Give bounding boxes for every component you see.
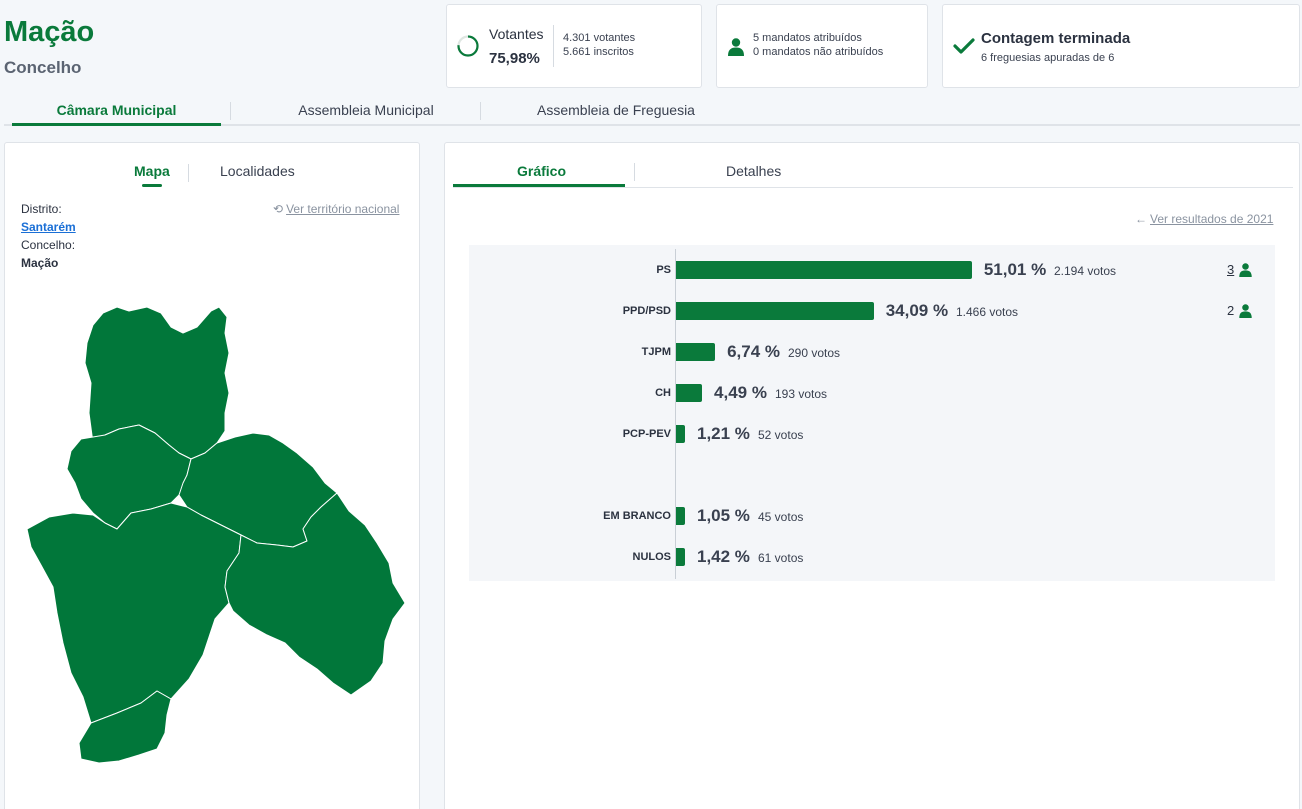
tab-divider [188, 164, 189, 182]
tab-localidades[interactable]: Localidades [220, 163, 295, 179]
inscritos-count: 5.661 inscritos [563, 46, 634, 58]
tab-baseline [453, 187, 1293, 188]
result-pct: 1,05 % [697, 506, 750, 525]
mandatos-card: 5 mandatos atribuídos 0 mandatos não atr… [716, 4, 928, 88]
result-bar[interactable] [676, 261, 972, 279]
undo-icon: ⟲ [273, 202, 284, 216]
result-bar[interactable] [676, 343, 716, 361]
tab-divider [230, 102, 231, 120]
distrito-label: Distrito: [21, 202, 62, 216]
votantes-card: Votantes 75,98% 4.301 votantes 5.661 ins… [446, 4, 702, 88]
check-icon [953, 38, 975, 54]
concelho-map[interactable] [21, 303, 411, 773]
party-label: PPD/PSD [622, 305, 671, 317]
result-pct: 4,49 % [714, 383, 767, 402]
party-label: PCP-PEV [622, 428, 671, 440]
result-votes: 1.466 votos [956, 305, 1019, 319]
tab-mapa[interactable]: Mapa [134, 163, 170, 179]
result-bar[interactable] [676, 425, 685, 443]
result-pct: 34,09 % [885, 301, 949, 320]
votantes-count: 4.301 votantes [563, 32, 636, 44]
party-label: TJPM [641, 346, 671, 358]
mandatos-nao-atribuidos: 0 mandatos não atribuídos [753, 46, 884, 58]
tab-assembleia-municipal[interactable]: Assembleia Municipal [298, 102, 434, 118]
party-label: NULOS [632, 551, 672, 563]
result-bar[interactable] [676, 302, 874, 320]
page-subtitle: Concelho [4, 58, 82, 77]
result-pct: 51,01 % [983, 260, 1047, 279]
arrow-left-icon: ← [1135, 212, 1147, 226]
map-parish-southwest[interactable] [26, 502, 242, 724]
person-icon [1239, 304, 1252, 318]
results-panel: Gráfico Detalhes ← Ver resultados de 2021… [444, 142, 1300, 809]
mandates-count: 2 [1227, 303, 1235, 318]
chart-axis [675, 249, 676, 579]
contagem-card: Contagem terminada 6 freguesias apuradas… [942, 4, 1300, 88]
result-votes: 61 votos [758, 551, 804, 565]
mandatos-atribuidos: 5 mandatos atribuídos [753, 32, 862, 44]
tab-divider [634, 163, 635, 181]
active-subtab-indicator [453, 184, 625, 187]
result-bar[interactable] [676, 384, 703, 402]
progress-ring-icon [457, 35, 479, 57]
main-tabs: Câmara Municipal Assembleia Municipal As… [4, 96, 1300, 126]
result-votes: 45 votos [758, 510, 804, 524]
divider [553, 25, 554, 67]
votantes-pct: 75,98% [489, 50, 540, 67]
map-panel: Mapa Localidades Distrito: Santarém Conc… [4, 142, 420, 809]
result-pct: 1,21 % [697, 424, 750, 443]
result-votes: 52 votos [758, 428, 804, 442]
map-parish-southeast[interactable] [224, 492, 406, 696]
page-title: Mação [4, 16, 95, 48]
ver-territorio-label: Ver território nacional [286, 202, 400, 216]
tab-assembleia-freguesia[interactable]: Assembleia de Freguesia [537, 102, 695, 118]
result-bar[interactable] [676, 507, 685, 525]
mandates-count[interactable]: 3 [1227, 262, 1235, 277]
party-label: EM BRANCO [603, 510, 671, 522]
contagem-sub: 6 freguesias apuradas de 6 [981, 52, 1115, 64]
tab-divider [480, 102, 481, 120]
chart-area [469, 245, 1275, 581]
result-pct: 6,74 % [727, 342, 781, 361]
tab-camara-municipal[interactable]: Câmara Municipal [56, 102, 177, 118]
result-pct: 1,42 % [697, 547, 750, 566]
distrito-link[interactable]: Santarém [21, 220, 76, 234]
result-votes: 290 votos [788, 346, 841, 360]
tab-grafico[interactable]: Gráfico [517, 163, 567, 179]
map-parish-south[interactable] [78, 690, 172, 764]
result-votes: 2.194 votos [1054, 264, 1117, 278]
concelho-value: Mação [21, 256, 59, 270]
tab-detalhes[interactable]: Detalhes [726, 163, 782, 179]
person-icon [728, 38, 744, 56]
contagem-title: Contagem terminada [981, 30, 1131, 47]
person-icon [1239, 263, 1252, 277]
party-label: CH [655, 387, 671, 399]
votantes-label: Votantes [489, 26, 544, 42]
result-bar[interactable] [676, 548, 685, 566]
ver-resultados-label: Ver resultados de 2021 [1150, 212, 1274, 226]
ver-resultados-link[interactable]: ← Ver resultados de 2021 [1135, 212, 1273, 226]
ver-territorio-link[interactable]: ⟲ Ver território nacional [273, 202, 399, 216]
result-votes: 193 votos [775, 387, 828, 401]
concelho-label: Concelho: [21, 238, 76, 252]
party-label: PS [656, 264, 671, 276]
active-tab-indicator [12, 123, 221, 126]
active-subtab-indicator [142, 184, 162, 187]
